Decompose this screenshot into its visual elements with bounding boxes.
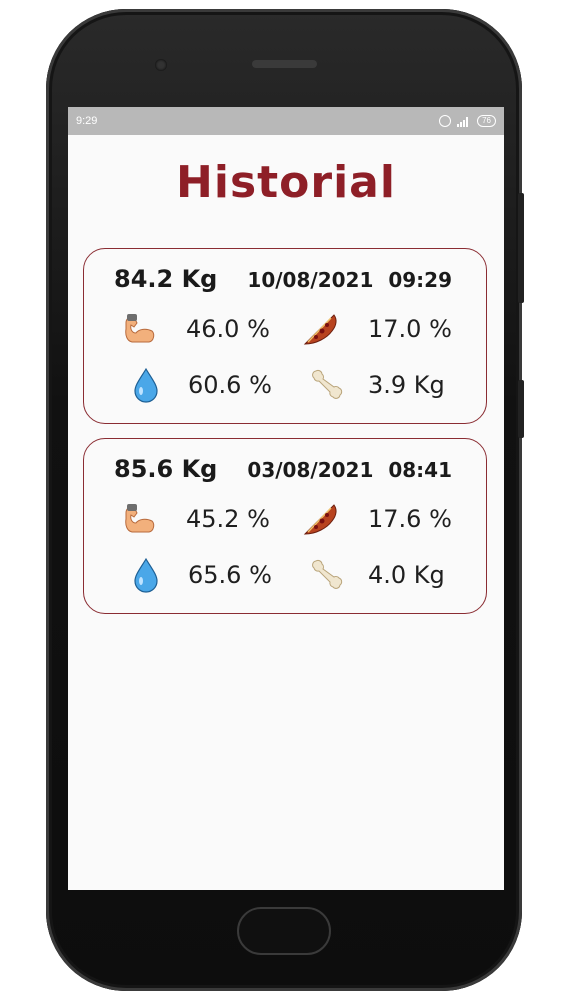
status-time: 9:29: [76, 115, 98, 127]
alarm-icon: [439, 115, 452, 127]
water-value: 60.6 %: [188, 371, 272, 399]
water-value: 65.6 %: [188, 561, 272, 589]
page-title: Historial: [176, 157, 396, 208]
card-header: 85.6 Kg 03/08/2021 08:41: [114, 455, 452, 483]
status-bar: 9:29 76: [68, 107, 504, 135]
record-time: 08:41: [388, 458, 452, 482]
bone-icon: [312, 559, 343, 589]
fat-value: 17.6 %: [368, 505, 452, 533]
record-weight: 84.2 Kg: [114, 265, 218, 293]
bone-value: 4.0 Kg: [368, 561, 445, 589]
record-date: 10/08/2021: [247, 268, 374, 292]
water-drop-icon: [134, 557, 158, 593]
card-header: 84.2 Kg 10/08/2021 09:29: [114, 265, 452, 293]
flexed-arm-icon: [125, 504, 155, 533]
water-drop-icon: [134, 367, 158, 403]
record-time: 09:29: [388, 268, 452, 292]
flexed-arm-icon: [125, 314, 155, 343]
battery-icon: 76: [477, 115, 496, 127]
record-datetime: 03/08/2021 08:41: [247, 458, 452, 482]
signal-icon: [457, 116, 471, 127]
battery-level: 76: [482, 116, 491, 125]
pizza-icon: [303, 504, 337, 535]
fat-value: 17.0 %: [368, 315, 452, 343]
power-button: [518, 380, 524, 438]
bone-value: 3.9 Kg: [368, 371, 445, 399]
record-date: 03/08/2021: [247, 458, 374, 482]
muscle-value: 46.0 %: [186, 315, 270, 343]
earpiece-speaker: [252, 60, 317, 68]
app-screen: 9:29 76 Historial 84.2 Kg 10/08/2021 09:…: [68, 107, 504, 890]
front-camera: [155, 59, 167, 71]
record-datetime: 10/08/2021 09:29: [247, 268, 452, 292]
pizza-icon: [303, 314, 337, 345]
record-weight: 85.6 Kg: [114, 455, 218, 483]
history-card[interactable]: 85.6 Kg 03/08/2021 08:41 45.2 % 17.6 % 6…: [83, 438, 487, 614]
history-card[interactable]: 84.2 Kg 10/08/2021 09:29 46.0 % 17.0 % 6…: [83, 248, 487, 424]
home-button[interactable]: [237, 907, 331, 955]
muscle-value: 45.2 %: [186, 505, 270, 533]
volume-up-button: [518, 193, 524, 303]
bone-icon: [312, 369, 343, 399]
status-icons: 76: [439, 115, 496, 127]
